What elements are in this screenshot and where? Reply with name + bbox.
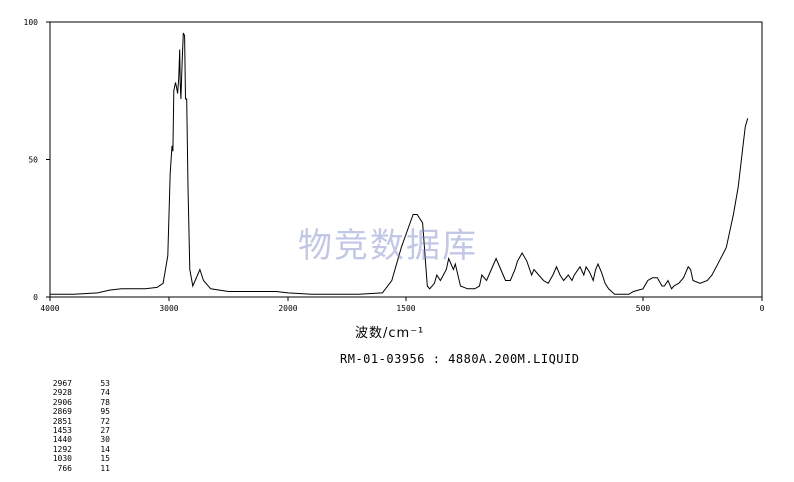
peak-wavenumber: 2906 xyxy=(52,397,72,407)
peak-wavenumber: 2869 xyxy=(52,407,72,417)
x-axis-label: 波数/cm⁻¹ xyxy=(355,326,425,341)
y-tick-label: 0 xyxy=(33,293,38,302)
peak-table: 2967 53 2928 74 2906 78 2869 95 2851 72 1453 27 1440… xyxy=(46,379,110,473)
x-tick-label: 4000 xyxy=(40,304,59,313)
x-tick-label: 500 xyxy=(636,304,651,313)
peak-transmittance: 74 xyxy=(100,388,110,398)
peak-transmittance: 15 xyxy=(100,454,110,464)
peak-row: 1453 27 xyxy=(46,426,110,435)
peak-wavenumber: 1030 xyxy=(52,454,72,464)
x-tick-label: 2000 xyxy=(278,304,297,313)
peak-wavenumber: 1440 xyxy=(52,435,72,445)
peak-wavenumber: 2928 xyxy=(52,388,72,398)
x-tick-label: 1500 xyxy=(396,304,415,313)
peak-wavenumber: 2851 xyxy=(52,416,72,426)
x-tick-label: 0 xyxy=(760,304,765,313)
spectrum-line xyxy=(50,32,749,295)
peak-transmittance: 14 xyxy=(100,444,110,454)
peak-row: 1440 30 xyxy=(46,435,110,444)
peak-wavenumber: 2967 xyxy=(52,379,72,388)
peak-wavenumber: 766 xyxy=(57,463,72,473)
x-tick-label: 3000 xyxy=(159,304,178,313)
peak-transmittance: 27 xyxy=(100,426,110,436)
peak-row: 1292 14 xyxy=(46,445,110,454)
sample-info: RM-01-03956 : 4880A.200M.LIQUID xyxy=(340,352,580,366)
peak-transmittance: 78 xyxy=(100,397,110,407)
peak-row: 2928 74 xyxy=(46,388,110,397)
peak-row: 2869 95 xyxy=(46,407,110,416)
peak-wavenumber: 1292 xyxy=(52,444,72,454)
peak-transmittance: 11 xyxy=(100,463,110,473)
peak-transmittance: 53 xyxy=(100,379,110,388)
peak-transmittance: 95 xyxy=(100,407,110,417)
peak-row: 766 11 xyxy=(46,464,110,473)
chart-ticks: 4000 3000 2000 1500 500 0 0 50 100 xyxy=(24,18,765,313)
y-tick-label: 50 xyxy=(28,156,38,165)
peak-row: 2967 53 xyxy=(46,379,110,388)
peak-transmittance: 30 xyxy=(100,435,110,445)
peak-transmittance: 72 xyxy=(100,416,110,426)
peak-row: 2851 72 xyxy=(46,417,110,426)
peak-wavenumber: 1453 xyxy=(52,426,72,436)
peak-row: 2906 78 xyxy=(46,398,110,407)
watermark: 物竞数据库 xyxy=(298,226,478,266)
peak-row: 1030 15 xyxy=(46,454,110,463)
y-tick-label: 100 xyxy=(24,18,39,27)
